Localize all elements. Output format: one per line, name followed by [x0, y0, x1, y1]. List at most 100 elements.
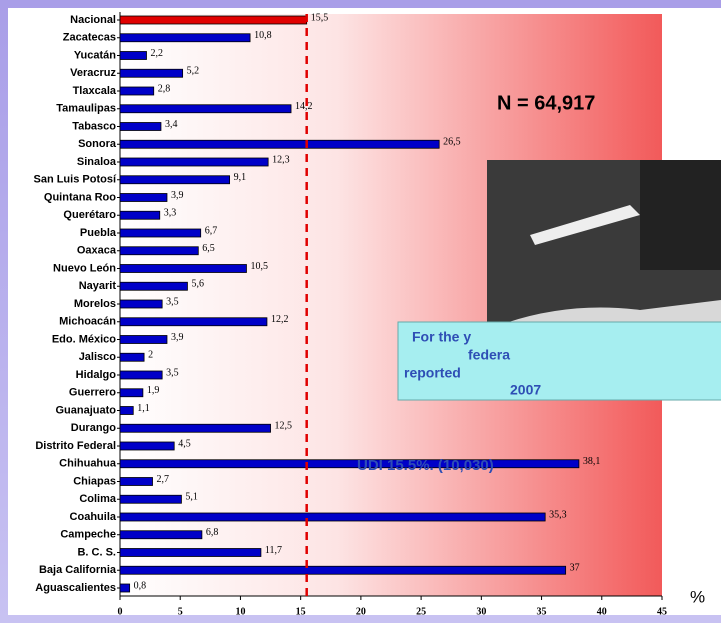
text-box-line: For the y — [412, 329, 471, 345]
x-tick-label: 40 — [597, 606, 607, 617]
category-label: Oaxaca — [77, 245, 117, 257]
value-label: 5,6 — [191, 279, 204, 290]
bar — [120, 531, 202, 539]
x-tick-label: 0 — [118, 606, 123, 617]
bar — [120, 211, 160, 219]
value-label: 14,2 — [295, 101, 313, 112]
bar — [120, 123, 161, 131]
value-label: 1,9 — [147, 385, 160, 396]
category-label: Yucatán — [74, 49, 116, 61]
value-label: 4,5 — [178, 438, 191, 449]
bar — [120, 336, 167, 344]
x-tick-label: 5 — [178, 606, 183, 617]
bar — [120, 194, 167, 202]
category-label: Michoacán — [59, 316, 116, 328]
bar — [120, 353, 144, 361]
category-label: Quintana Roo — [44, 191, 116, 203]
bar — [120, 389, 143, 397]
bar — [120, 105, 291, 113]
category-label: Nuevo León — [53, 262, 116, 274]
text-box-line: reported — [404, 365, 461, 381]
bar — [120, 478, 153, 486]
x-tick-label: 30 — [476, 606, 486, 617]
category-label: Durango — [71, 422, 117, 434]
value-label: 6,7 — [205, 225, 218, 236]
bar — [120, 69, 183, 77]
unit-label: % — [690, 587, 705, 606]
value-label: 6,8 — [206, 527, 219, 538]
value-label: 0,8 — [134, 580, 147, 591]
x-tick-label: 35 — [537, 606, 547, 617]
udi-label: UDI 15.5%. (10,030) — [357, 457, 494, 474]
value-label: 3,3 — [164, 208, 177, 219]
value-label: 2,8 — [158, 83, 171, 94]
value-label: 3,9 — [171, 332, 184, 343]
bar — [120, 460, 579, 468]
bar — [120, 52, 146, 60]
bar — [120, 87, 154, 95]
bar — [120, 158, 268, 166]
value-label: 2,7 — [157, 474, 170, 485]
value-label: 12,5 — [275, 421, 293, 432]
category-label: Edo. México — [52, 333, 116, 345]
category-label: Querétaro — [63, 209, 116, 221]
category-label: Aguascalientes — [35, 582, 116, 594]
bar — [120, 442, 174, 450]
bar — [120, 300, 162, 308]
slide: 051015202530354045Nacional15,5Zacatecas1… — [0, 0, 721, 623]
category-label: San Luis Potosí — [33, 174, 116, 186]
category-label: Nayarit — [79, 280, 117, 292]
x-tick-label: 15 — [296, 606, 306, 617]
category-label: Tabasco — [72, 120, 116, 132]
value-label: 10,5 — [250, 261, 268, 272]
bar — [120, 140, 439, 148]
value-label: 2,2 — [150, 48, 163, 59]
category-label: Puebla — [80, 227, 117, 239]
x-tick-label: 10 — [235, 606, 245, 617]
category-label: Chiapas — [73, 475, 116, 487]
category-label: Tamaulipas — [56, 103, 116, 115]
value-label: 12,3 — [272, 154, 290, 165]
x-tick-label: 20 — [356, 606, 366, 617]
bar — [120, 16, 307, 24]
n-label: N = 64,917 — [497, 92, 595, 114]
category-label: Chihuahua — [59, 458, 117, 470]
value-label: 3,5 — [166, 367, 179, 378]
value-label: 2 — [148, 350, 153, 361]
category-label: Guanajuato — [55, 404, 116, 416]
text-box-line: 2007 — [510, 382, 541, 398]
category-label: B. C. S. — [77, 546, 116, 558]
category-label: Zacatecas — [63, 32, 116, 44]
bar — [120, 566, 566, 574]
value-label: 11,7 — [265, 545, 282, 556]
value-label: 5,2 — [187, 66, 200, 77]
bar — [120, 495, 181, 503]
bar — [120, 229, 201, 237]
bar — [120, 407, 133, 415]
category-label: Morelos — [74, 298, 116, 310]
text-box-line: federa — [468, 347, 510, 363]
bar — [120, 549, 261, 557]
page: 051015202530354045Nacional15,5Zacatecas1… — [0, 0, 721, 623]
category-label: Sonora — [78, 138, 117, 150]
category-label: Colima — [79, 493, 117, 505]
category-label: Tlaxcala — [73, 85, 117, 97]
value-label: 12,2 — [271, 314, 289, 325]
value-label: 15,5 — [311, 12, 329, 23]
category-label: Jalisco — [79, 351, 117, 363]
value-label: 35,3 — [549, 509, 567, 520]
category-label: Sinaloa — [77, 156, 117, 168]
bar — [120, 282, 187, 290]
bar — [120, 513, 545, 521]
x-tick-label: 25 — [416, 606, 426, 617]
category-label: Campeche — [60, 529, 116, 541]
category-label: Hidalgo — [76, 369, 117, 381]
bar — [120, 424, 271, 432]
value-label: 6,5 — [202, 243, 215, 254]
category-label: Nacional — [70, 14, 116, 26]
value-label: 38,1 — [583, 456, 601, 467]
bar — [120, 34, 250, 42]
value-label: 37 — [570, 563, 580, 574]
category-label: Veracruz — [70, 67, 116, 79]
category-label: Coahuila — [70, 511, 117, 523]
